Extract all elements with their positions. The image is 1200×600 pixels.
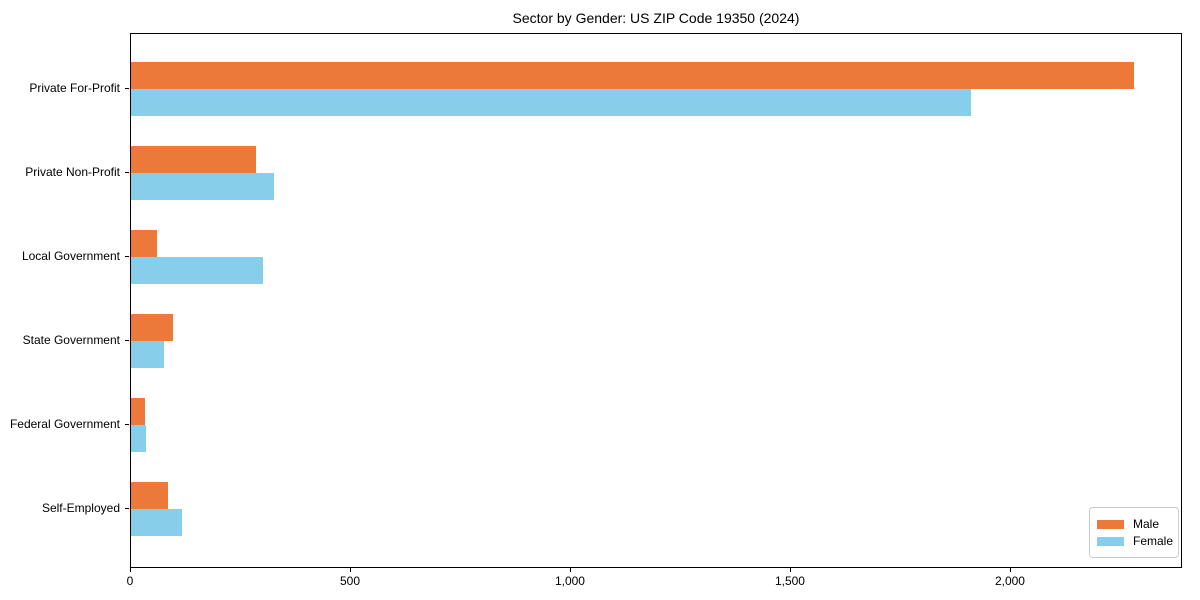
y-tick-mark-1 (125, 172, 129, 173)
y-tick-label-4: Federal Government (9, 417, 120, 431)
bar-female-5 (131, 509, 182, 536)
bar-male-0 (131, 62, 1135, 89)
y-tick-mark-5 (125, 508, 129, 509)
x-tick-label-4: 2,000 (994, 574, 1025, 588)
bar-female-4 (131, 425, 146, 452)
y-tick-mark-3 (125, 340, 129, 341)
y-tick-mark-4 (125, 424, 129, 425)
legend-label-female: Female (1133, 534, 1174, 548)
bar-female-0 (131, 89, 972, 116)
legend-row-male: Male (1097, 517, 1170, 531)
x-tick-label-2: 1,000 (554, 574, 585, 588)
y-tick-label-5: Self-Employed (41, 501, 120, 515)
y-tick-mark-2 (125, 256, 129, 257)
legend: Male Female (1089, 507, 1179, 558)
legend-swatch-male (1097, 519, 1124, 529)
x-tick-mark-3 (789, 568, 791, 572)
x-tick-mark-1 (349, 568, 351, 572)
chart-title: Sector by Gender: US ZIP Code 19350 (202… (512, 10, 800, 26)
legend-swatch-female (1097, 536, 1124, 546)
x-tick-mark-0 (130, 568, 131, 572)
x-tick-label-3: 1,500 (774, 574, 805, 588)
bar-male-2 (131, 230, 158, 257)
x-tick-label-0: 0 (126, 574, 134, 588)
bar-female-3 (131, 341, 164, 368)
legend-label-male: Male (1133, 517, 1160, 531)
x-tick-mark-4 (1009, 568, 1011, 572)
y-tick-label-1: Private Non-Profit (25, 165, 120, 179)
plot-area (130, 33, 1182, 568)
bar-male-3 (131, 314, 173, 341)
y-tick-label-3: State Government (22, 333, 120, 347)
legend-row-female: Female (1097, 534, 1174, 548)
bar-female-1 (131, 173, 274, 200)
x-tick-mark-2 (569, 568, 571, 572)
bar-male-4 (131, 398, 146, 425)
bar-male-1 (131, 146, 257, 173)
bar-female-2 (131, 257, 263, 284)
y-tick-label-2: Local Government (21, 249, 120, 263)
x-tick-label-1: 500 (339, 574, 360, 588)
bar-male-5 (131, 482, 169, 509)
y-tick-label-0: Private For-Profit (29, 81, 120, 95)
y-tick-mark-0 (125, 88, 129, 89)
